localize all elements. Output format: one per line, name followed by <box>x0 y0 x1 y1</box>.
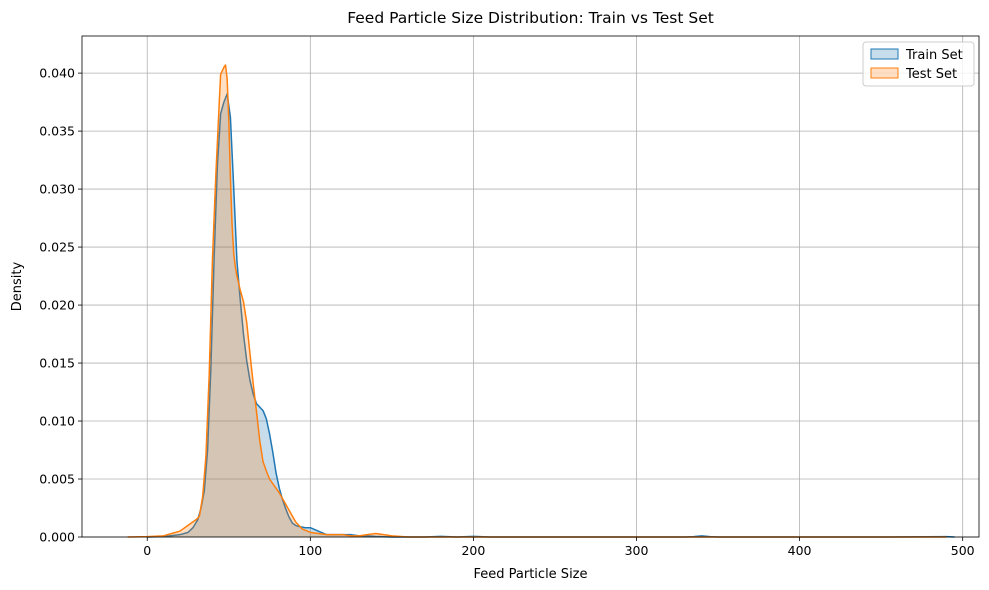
train-set-density-area <box>147 93 955 538</box>
y-ticks: 0.000 0.005 0.010 0.015 0.020 0.025 0.030 0.035… <box>39 66 82 545</box>
y-tick-label: 0.020 <box>39 298 75 313</box>
x-tick-label: 300 <box>625 543 649 558</box>
x-tick-label: 400 <box>788 543 812 558</box>
x-tick-label: 0 <box>143 543 151 558</box>
test-set-density-area <box>127 64 947 538</box>
y-tick-label: 0.035 <box>39 124 75 139</box>
x-tick-label: 200 <box>461 543 485 558</box>
y-axis-label: Density <box>10 261 25 311</box>
y-tick-label: 0.015 <box>39 356 75 371</box>
legend-label-test-set: Test Set <box>905 67 957 82</box>
x-axis-label: Feed Particle Size <box>474 567 588 582</box>
y-tick-label: 0.040 <box>39 66 75 81</box>
y-tick-label: 0.030 <box>39 182 75 197</box>
legend-box <box>862 41 975 87</box>
legend-swatch-train-set <box>870 48 899 60</box>
y-tick-label: 0.010 <box>39 414 75 429</box>
chart-title: Feed Particle Size Distribution: Train v… <box>347 9 714 27</box>
x-tick-label: 500 <box>951 543 975 558</box>
x-tick-label: 100 <box>298 543 322 558</box>
plot-frame <box>81 35 980 538</box>
plot-background <box>82 36 979 537</box>
y-tick-label: 0.025 <box>39 240 75 255</box>
legend-swatch-test-set <box>870 67 899 79</box>
legend-label-train-set: Train Set <box>905 48 963 63</box>
x-ticks: 0 100 200 300 400 500 <box>143 537 975 558</box>
y-tick-label: 0.005 <box>39 472 75 487</box>
y-tick-label: 0.000 <box>39 530 75 545</box>
legend: Train Set Test Set <box>862 41 975 87</box>
test-set-density-line <box>127 64 947 538</box>
